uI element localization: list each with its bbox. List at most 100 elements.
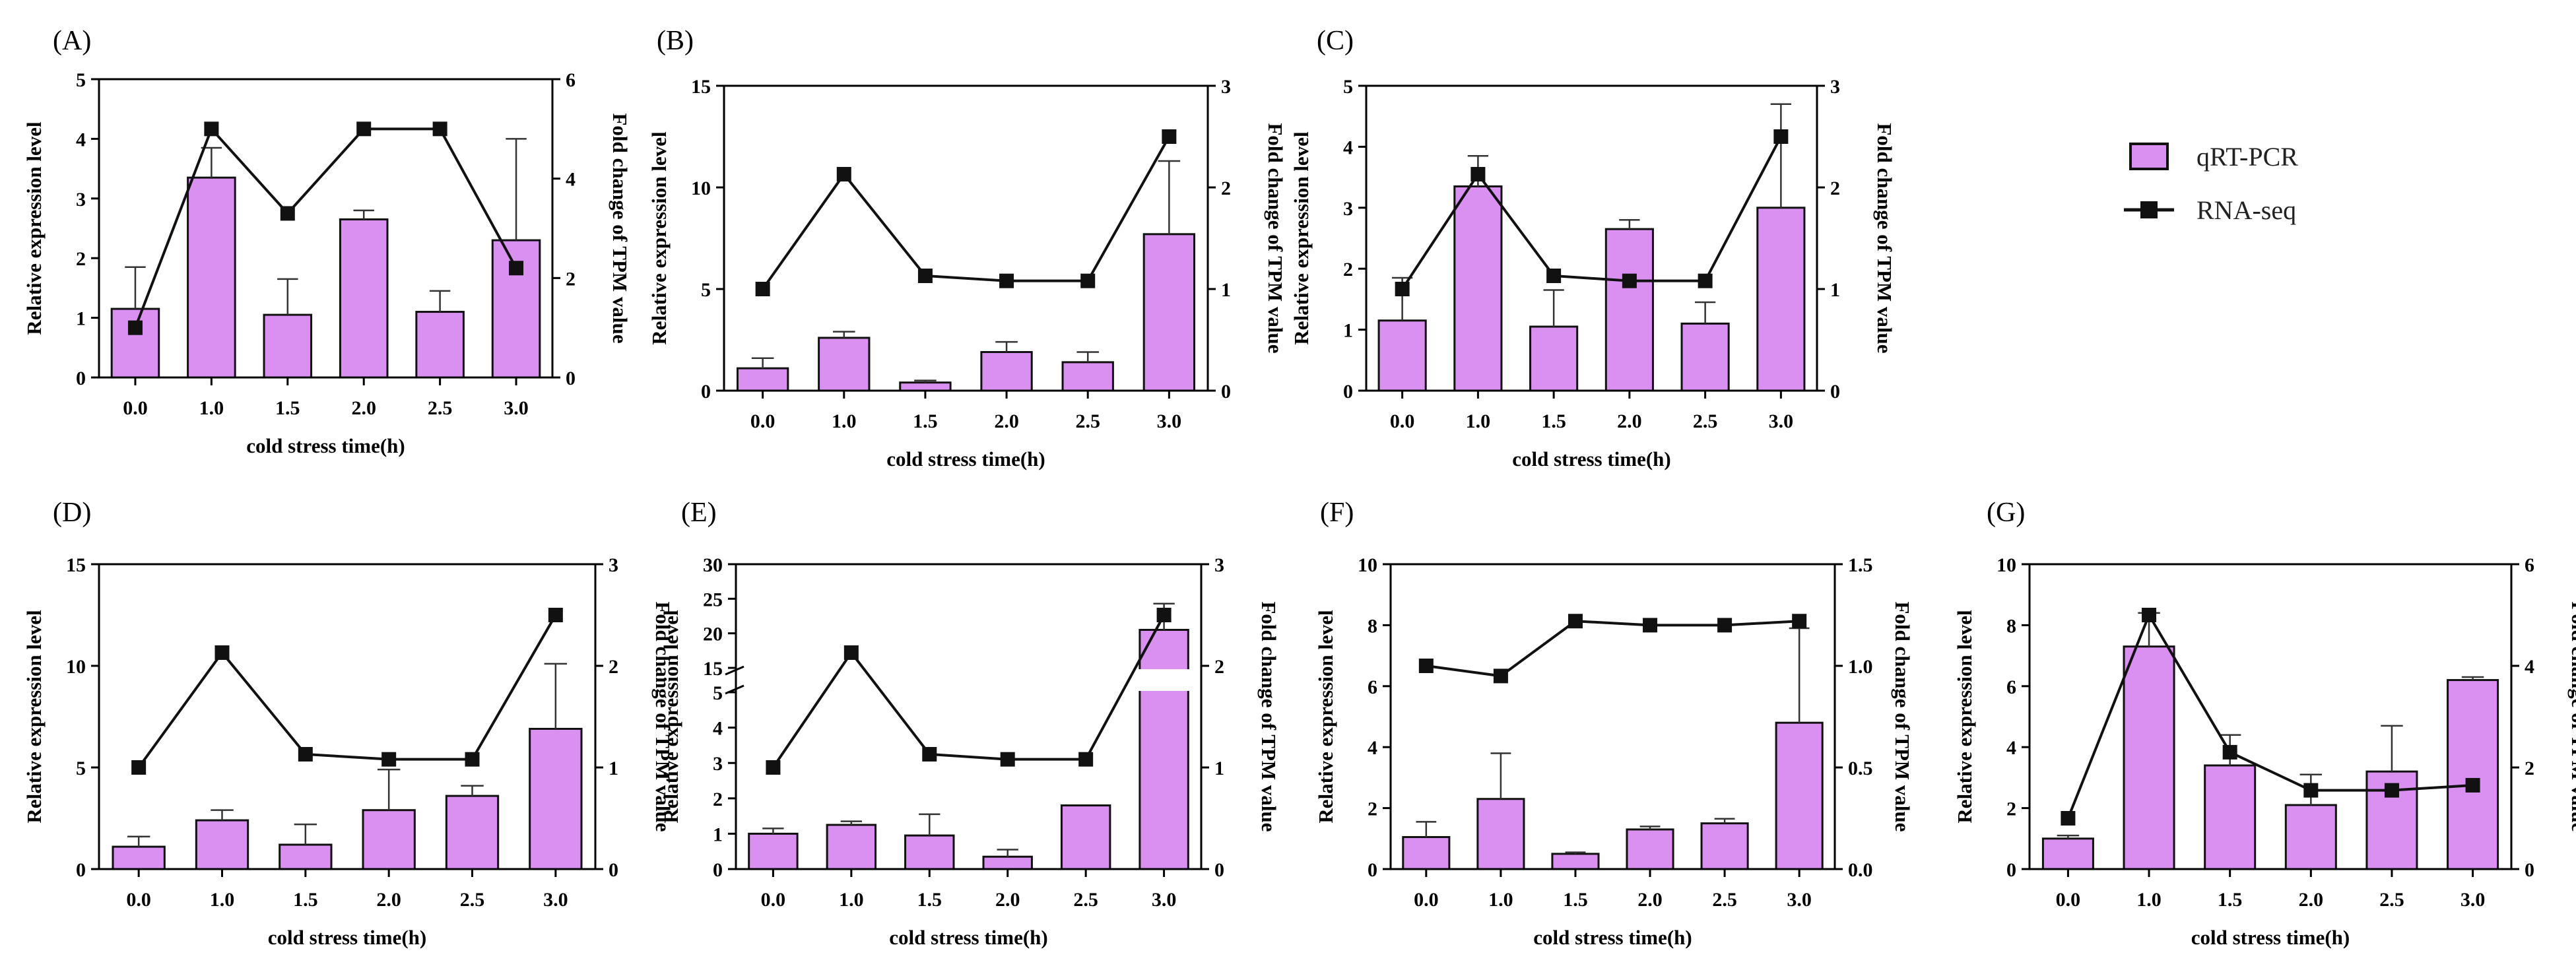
x-tick-label: 3.0 xyxy=(1769,410,1794,432)
x-tick-label: 0.0 xyxy=(1414,889,1439,911)
x-tick-label: 2.0 xyxy=(1637,889,1663,911)
x-tick-label: 1.0 xyxy=(1488,889,1513,911)
panel-label: (B) xyxy=(657,26,694,56)
y-tick-label: 10 xyxy=(1997,554,2016,576)
y2-tick-label: 2 xyxy=(566,268,576,290)
y2-axis-label: Fold change of TPM value xyxy=(651,601,675,831)
bar-1.5 xyxy=(899,381,952,392)
x-tick-label: 2.5 xyxy=(1073,889,1098,911)
bar-3.0 xyxy=(529,727,583,870)
x-tick-label: 3.0 xyxy=(543,889,568,911)
panel-label: (A) xyxy=(53,26,91,56)
x-tick-label: 1.5 xyxy=(917,889,942,911)
bar-1.0 xyxy=(1453,185,1503,392)
bar-3.0 xyxy=(1756,207,1806,392)
legend-line-marker xyxy=(2140,201,2158,218)
y-tick-label: 3 xyxy=(76,189,86,211)
panel-label: (E) xyxy=(681,498,717,528)
rna-seq-point-2.5 xyxy=(2384,783,2399,798)
chart-panel-c: 0 1 2 3 4 5 0 1 2 3 0.0 1.0 1.5 2.0 2.5 3.0 cold stress … xyxy=(1290,26,1896,471)
panel-label: (G) xyxy=(1987,498,2025,528)
panel-label: (C) xyxy=(1317,26,1354,56)
y2-tick-label: 1 xyxy=(609,758,618,779)
rna-seq-point-1.5 xyxy=(2222,744,2237,760)
bar-2.5 xyxy=(1680,322,1730,392)
rna-seq-point-1.5 xyxy=(298,746,313,762)
y2-axis-label: Fold change of TPM value xyxy=(1891,601,1914,831)
x-tick-label: 1.0 xyxy=(1466,410,1491,432)
y2-tick-label: 3 xyxy=(609,554,618,576)
bar-2.5 xyxy=(1700,822,1749,870)
y-tick-label: 2 xyxy=(1368,798,1377,820)
legend-bar-label: qRT-PCR xyxy=(2196,142,2298,172)
chart-panels: 0 1 2 3 4 5 0 2 4 6 0.0 1.0 1.5 2.0 2.5 3.0 cold stress … xyxy=(22,26,2576,949)
rna-seq-point-1.5 xyxy=(917,268,933,283)
x-tick-label: 2.0 xyxy=(351,397,376,419)
y-tick-label: 15 xyxy=(703,658,723,680)
y2-tick-label: 4 xyxy=(566,169,576,191)
y-tick-label: 10 xyxy=(66,656,86,678)
bar-2.0 xyxy=(362,809,416,870)
rna-seq-point-0.0 xyxy=(2061,811,2076,826)
bar-1.0 xyxy=(195,819,249,870)
x-tick-label: 2.5 xyxy=(428,397,453,419)
y-tick-label: 3 xyxy=(1343,198,1353,220)
bar-1.5 xyxy=(1529,325,1579,392)
rna-seq-point-3.0 xyxy=(548,608,563,622)
rna-seq-point-0.0 xyxy=(127,320,143,335)
y2-tick-label: 1 xyxy=(1830,279,1840,301)
bar-2.5 xyxy=(1060,804,1111,870)
x-tick-label: 2.5 xyxy=(460,889,485,911)
x-tick-label: 2.0 xyxy=(995,889,1020,911)
chart-panel-e: 0 1 2 3 4 515 20 25 30 0 1 2 3 0.0 1.0 1.5 2.0 2.5 3.0 cold… xyxy=(659,498,1280,949)
bar-2.0 xyxy=(1604,228,1654,392)
y-tick-label: 4 xyxy=(713,718,723,740)
y2-tick-label: 2 xyxy=(1830,178,1840,199)
bar-3.0 xyxy=(1139,628,1189,870)
bar-2.0 xyxy=(339,218,389,379)
x-tick-label: 2.5 xyxy=(1075,410,1100,432)
x-tick-label: 0.0 xyxy=(126,889,151,911)
y2-tick-label: 1.0 xyxy=(1848,656,1873,678)
chart-panel-b: 0 5 10 15 0 1 2 3 0.0 1.0 1.5 2.0 2.5 3.0 cold stress … xyxy=(647,26,1287,471)
rna-seq-point-1.5 xyxy=(1546,268,1562,283)
y2-axis-label: Fold change of TPM value xyxy=(609,113,632,343)
y-tick-label: 5 xyxy=(76,69,86,91)
x-tick-label: 0.0 xyxy=(750,410,776,432)
rna-seq-point-2.0 xyxy=(2303,783,2319,798)
y-tick-label: 0 xyxy=(2006,859,2016,881)
y-axis-label: Relative expression level xyxy=(659,610,682,824)
y-tick-label: 2 xyxy=(2006,798,2016,820)
y2-tick-label: 0 xyxy=(1221,381,1231,403)
x-tick-label: 3.0 xyxy=(1157,410,1182,432)
y-tick-label: 6 xyxy=(2006,676,2016,698)
bar-0.0 xyxy=(748,832,799,870)
y-tick-label: 5 xyxy=(713,682,723,704)
y-tick-label: 10 xyxy=(1358,554,1377,576)
x-tick-label: 2.0 xyxy=(994,410,1019,432)
y-axis-label: Relative expression level xyxy=(22,121,46,335)
x-axis-label: cold stress time(h) xyxy=(268,926,427,949)
y-axis-label: Relative expression level xyxy=(22,610,46,824)
x-tick-label: 2.5 xyxy=(2379,889,2404,911)
bar-3.0 xyxy=(1775,721,1824,870)
legend-line-label: RNA-seq xyxy=(2196,195,2296,225)
rna-seq-line xyxy=(762,136,1171,290)
x-tick-label: 3.0 xyxy=(1152,889,1177,911)
panel-label: (F) xyxy=(1320,498,1354,528)
y2-tick-label: 3 xyxy=(1830,76,1840,98)
y-tick-label: 4 xyxy=(76,129,86,150)
y-tick-label: 1 xyxy=(76,308,86,330)
x-tick-label: 0.0 xyxy=(2056,889,2081,911)
y-tick-label: 10 xyxy=(691,178,711,199)
x-tick-label: 2.5 xyxy=(1693,410,1718,432)
y2-tick-label: 3 xyxy=(1214,554,1224,576)
bar-1.5 xyxy=(263,313,313,379)
rna-seq-line xyxy=(1401,136,1783,290)
y2-tick-label: 3 xyxy=(1221,76,1231,98)
y-tick-label: 0 xyxy=(76,859,86,881)
y2-tick-label: 0.0 xyxy=(1848,859,1873,881)
chart-panel-g: 0 2 4 6 8 10 0 2 4 6 0.0 1.0 1.5 2.0 2.5 3.0 cold stress… xyxy=(1953,498,2576,949)
y2-tick-label: 1 xyxy=(1221,279,1231,301)
